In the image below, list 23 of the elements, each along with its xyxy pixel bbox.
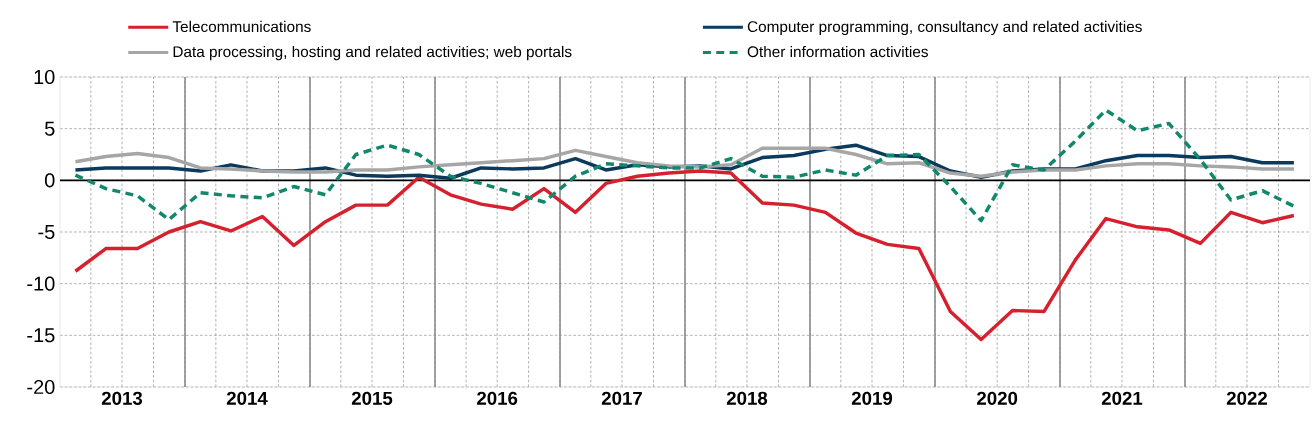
y-tick-label: -5 (38, 225, 55, 239)
y-tick-label: -15 (27, 328, 55, 343)
x-tick-label: 2015 (351, 391, 393, 405)
line-series (73, 108, 1296, 223)
x-tick-label: 2016 (477, 391, 518, 405)
line-series (73, 169, 1296, 342)
legend-label: Other information activities (747, 45, 928, 58)
legend-label: Data processing, hosting and related activities; web portals (173, 45, 572, 61)
x-tick-label: 2018 (726, 391, 768, 405)
x-tick-label: 2014 (226, 391, 268, 405)
y-tick-label: -20 (27, 379, 55, 395)
y-tick-label: 5 (44, 121, 55, 136)
legend-label: Computer programming, consultancy and related activities (747, 20, 1142, 36)
y-tick-label: 0 (44, 173, 55, 188)
legend-label: Telecommunications (172, 20, 311, 33)
x-tick-label: 2020 (977, 391, 1018, 405)
y-tick-label: -10 (27, 276, 55, 291)
x-tick-label: 2022 (1226, 391, 1267, 405)
x-tick-label: 2017 (601, 391, 642, 405)
x-tick-label: 2013 (101, 391, 143, 405)
y-tick-label: 10 (34, 69, 55, 85)
x-tick-label: 2021 (1101, 391, 1143, 405)
x-tick-label: 2019 (851, 391, 893, 405)
